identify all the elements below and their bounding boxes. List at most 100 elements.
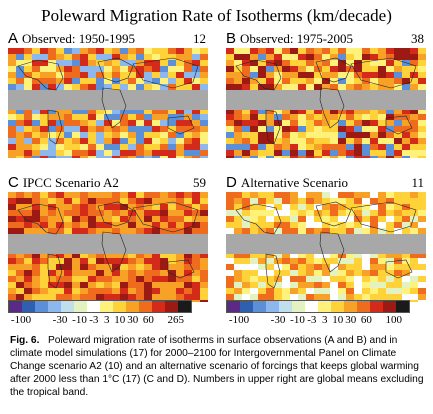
heatmap-cell [104,66,112,72]
heatmap-cell [8,126,16,132]
heatmap-cell [378,48,386,54]
heatmap-cell [80,54,88,60]
heatmap-cell [410,48,418,54]
heatmap-cell [24,150,32,156]
heatmap-cell [8,264,16,270]
heatmap-cell [32,66,40,72]
heatmap-cell [362,138,370,144]
heatmap-cell [24,288,32,294]
heatmap-cell [226,66,234,72]
heatmap-cell [144,270,152,276]
heatmap-cell [128,204,136,210]
heatmap-cell [192,48,200,54]
heatmap-cell [168,144,176,150]
heatmap-cell [160,210,168,216]
heatmap-cell [72,192,80,198]
heatmap-svg [8,192,208,302]
heatmap-cell [418,288,426,294]
heatmap-cell [8,120,16,126]
heatmap-cell [386,150,394,156]
heatmap-cell [242,282,250,288]
heatmap-cell [128,114,136,120]
heatmap-cell [16,228,24,234]
heatmap-cell [40,198,48,204]
heatmap-cell [32,264,40,270]
heatmap-cell [32,282,40,288]
heatmap-cell [72,252,80,258]
heatmap-cell [200,264,208,270]
heatmap-cell [64,198,72,204]
heatmap-cell [386,270,394,276]
heatmap-cell [314,54,322,60]
heatmap-cell [314,288,322,294]
heatmap-cell [410,264,418,270]
heatmap-cell [72,60,80,66]
heatmap-cell [72,258,80,264]
heatmap-cell [410,114,418,120]
heatmap-cell [370,60,378,66]
heatmap-cell [72,48,80,54]
heatmap-cell [394,156,402,158]
heatmap-cell [282,78,290,84]
panel-letter: B [226,30,237,47]
heatmap-cell [40,288,48,294]
legend-swatch [139,301,152,312]
heatmap-cell [176,78,184,84]
heatmap-cell [330,48,338,54]
heatmap-cell [136,282,144,288]
heatmap-cell [176,282,184,288]
heatmap-cell [242,72,250,78]
heatmap-cell [338,276,346,282]
heatmap-cell [200,60,208,66]
legend-swatch [227,301,240,312]
heatmap-cell [64,60,72,66]
heatmap-cell [258,228,266,234]
heatmap-cell [394,48,402,54]
heatmap-cell [386,198,394,204]
figure-title: Poleward Migration Rate of Isotherms (km… [41,6,392,25]
heatmap-cell [402,132,410,138]
heatmap-cell [64,138,72,144]
heatmap-cell [330,144,338,150]
heatmap-cell [128,198,136,204]
heatmap-cell [40,126,48,132]
heatmap-cell [370,138,378,144]
heatmap-cell [402,84,410,90]
heatmap-cell [8,216,16,222]
heatmap-cell [306,114,314,120]
heatmap-cell [104,216,112,222]
heatmap-cell [418,300,426,302]
heatmap-cell [354,126,362,132]
heatmap-cell [314,210,322,216]
heatmap-cell [226,150,234,156]
heatmap-cell [290,258,298,264]
heatmap-cell [80,282,88,288]
heatmap-cell [282,204,290,210]
heatmap-cell [104,264,112,270]
heatmap-cell [120,132,128,138]
heatmap-cell [200,84,208,90]
heatmap-cell [394,66,402,72]
heatmap-cell [184,192,192,198]
heatmap-cell [274,204,282,210]
heatmap-cell [56,204,64,210]
heatmap-cell [234,264,242,270]
heatmap-cell [104,78,112,84]
heatmap-cell [306,228,314,234]
heatmap-cell [120,210,128,216]
heatmap-cell [88,66,96,72]
heatmap-cell [144,138,152,144]
heatmap-cell [250,192,258,198]
heatmap-cell [330,198,338,204]
heatmap-cell [362,108,370,114]
heatmap-cell [48,54,56,60]
heatmap-cell [314,204,322,210]
heatmap-cell [378,222,386,228]
continent-outline [319,231,345,273]
heatmap-cell [152,276,160,282]
heatmap-cell [346,258,354,264]
heatmap-cell [24,252,32,258]
legend-swatch [344,301,357,312]
heatmap-cell [32,198,40,204]
heatmap-cell [192,120,200,126]
